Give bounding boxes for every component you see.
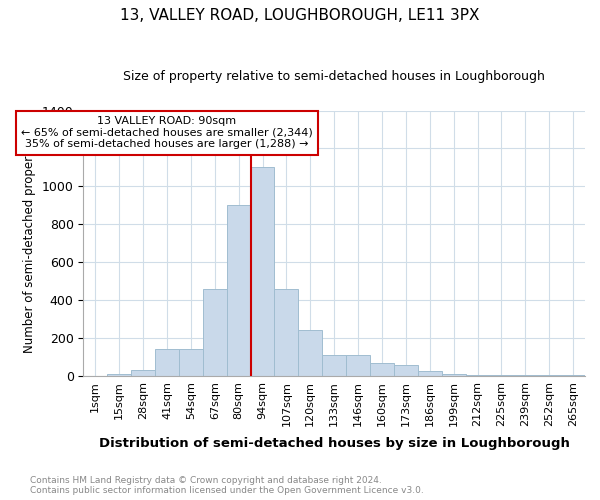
Bar [131,370,155,376]
X-axis label: Distribution of semi-detached houses by size in Loughborough: Distribution of semi-detached houses by … [99,437,569,450]
Title: Size of property relative to semi-detached houses in Loughborough: Size of property relative to semi-detach… [123,70,545,83]
Text: 13 VALLEY ROAD: 90sqm
← 65% of semi-detached houses are smaller (2,344)
35% of s: 13 VALLEY ROAD: 90sqm ← 65% of semi-deta… [21,116,313,150]
Bar [466,375,490,376]
Bar [346,355,370,376]
Bar [251,168,274,376]
Bar [490,375,514,376]
Bar [442,374,466,376]
Bar [298,330,322,376]
Y-axis label: Number of semi-detached properties: Number of semi-detached properties [23,134,36,352]
Bar [179,348,203,376]
Text: Contains HM Land Registry data © Crown copyright and database right 2024.
Contai: Contains HM Land Registry data © Crown c… [30,476,424,495]
Bar [370,363,394,376]
Bar [561,375,585,376]
Bar [107,374,131,376]
Bar [322,355,346,376]
Bar [203,289,227,376]
Text: 13, VALLEY ROAD, LOUGHBOROUGH, LE11 3PX: 13, VALLEY ROAD, LOUGHBOROUGH, LE11 3PX [120,8,480,22]
Bar [274,289,298,376]
Bar [227,206,251,376]
Bar [418,372,442,376]
Bar [155,350,179,376]
Bar [514,375,537,376]
Bar [394,364,418,376]
Bar [537,375,561,376]
